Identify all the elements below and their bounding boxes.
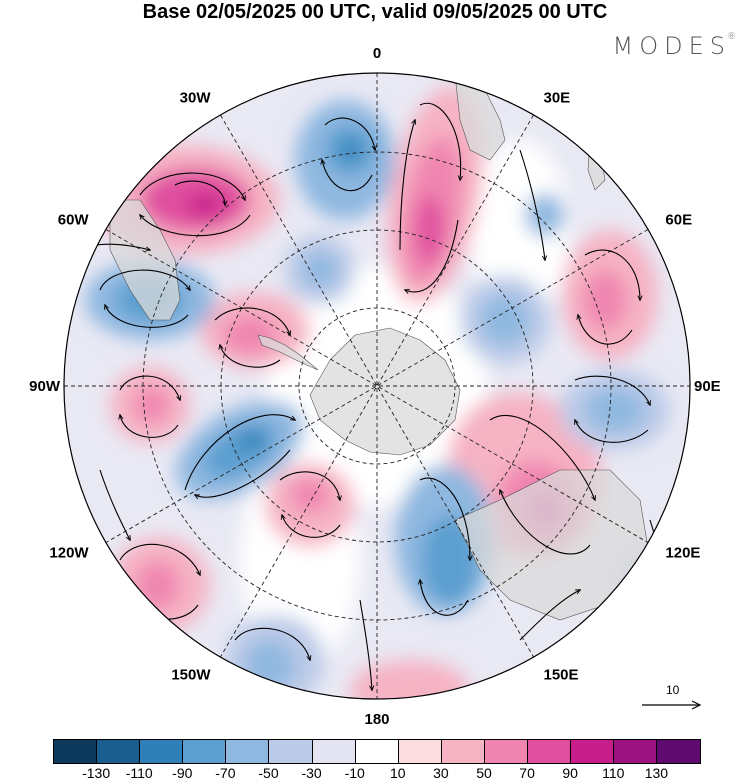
anomaly-field (64, 73, 690, 699)
colorbar-tick-label: 70 (519, 765, 535, 781)
colorbar-swatch (571, 740, 615, 763)
lon-label-60e: 60E (665, 212, 692, 229)
colorbar-tick-label: -130 (82, 765, 111, 781)
colorbar-tick-label: 130 (644, 765, 669, 781)
graticule (64, 73, 690, 699)
wind-streamlines (79, 102, 665, 699)
lon-label-0: 0 (373, 45, 381, 62)
colorbar-tick-label: -10 (344, 765, 365, 781)
colorbar-tick-label: 10 (390, 765, 406, 781)
colorbar (53, 739, 702, 764)
colorbar-swatch (657, 740, 701, 763)
colorbar-swatch (97, 740, 141, 763)
colorbar-tick-label: -70 (215, 765, 236, 781)
lon-label-30w: 30W (180, 90, 212, 107)
lon-label-120w: 120W (49, 545, 89, 562)
map-title: Base 02/05/2025 00 UTC, valid 09/05/2025… (142, 1, 608, 23)
lon-label-90w: 90W (29, 378, 61, 395)
colorbar-tick-labels: -130 -110 -90 -70 -50 -30 -10 10 30 50 70 90 110 130 (53, 764, 703, 782)
colorbar-tick-label: 30 (433, 765, 449, 781)
longitude-labels: 0 30E 60E 90E 120E 150E 180 150W 120W 90W 60W 30W (29, 45, 721, 728)
colorbar-swatch (54, 740, 98, 763)
colorbar-tick-label: 90 (562, 765, 578, 781)
colorbar-tick-label: -30 (301, 765, 322, 781)
colorbar-tick-label: -110 (125, 765, 153, 781)
colorbar-swatch (226, 740, 270, 763)
lon-label-150w: 150W (171, 666, 211, 683)
colorbar-swatch (140, 740, 184, 763)
colorbar-swatch (355, 740, 399, 763)
lon-label-120e: 120E (665, 545, 700, 562)
colorbar-swatch (484, 740, 529, 763)
brand-text: MODES (612, 32, 731, 60)
colorbar-tick-label: 50 (476, 765, 492, 781)
vector-scale-label: 10 (666, 683, 680, 697)
south-america (109, 199, 181, 321)
colorbar-swatch (183, 740, 227, 763)
registered-mark: ® (727, 32, 736, 42)
vector-scale-arrow (642, 700, 702, 710)
colorbar-swatch (312, 740, 356, 763)
lon-label-150e: 150E (544, 666, 579, 683)
colorbar-swatch (614, 740, 658, 763)
lon-label-30e: 30E (544, 90, 571, 107)
lon-label-60w: 60W (58, 212, 90, 229)
brand-logo: MODES® (613, 32, 736, 60)
map-frame (63, 72, 691, 700)
colorbar-tick-label: 110 (602, 765, 625, 781)
colorbar-tick-label: -90 (172, 765, 193, 781)
colorbar-tick-label: -50 (258, 765, 279, 781)
polar-map: 0 30E 60E 90E 120E 150E 180 150W 120W 90W 60W 30W (29, 45, 721, 728)
colorbar-swatch (269, 740, 313, 763)
colorbar-swatch (441, 740, 485, 763)
colorbar-swatch (398, 740, 442, 763)
lon-label-180: 180 (364, 711, 389, 728)
lon-label-90e: 90E (694, 378, 721, 395)
colorbar-swatch (528, 740, 572, 763)
